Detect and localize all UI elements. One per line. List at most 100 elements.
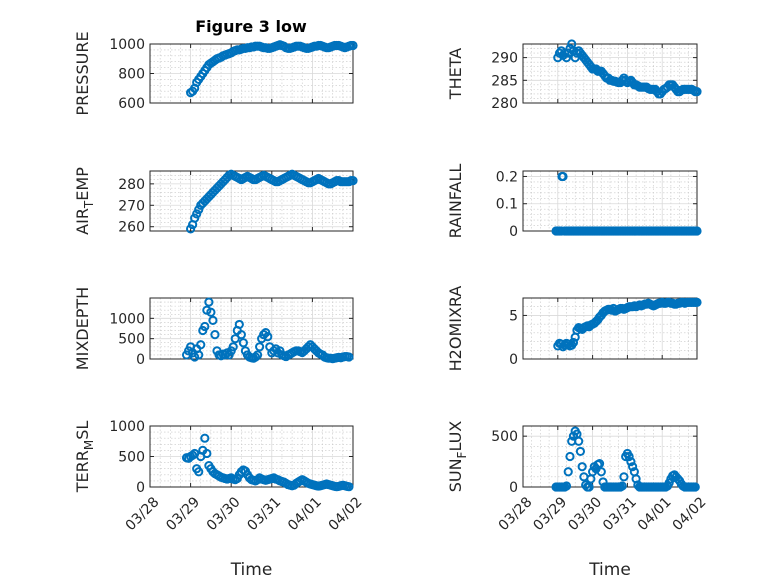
- data-point: [194, 467, 204, 477]
- data-point: [200, 321, 210, 332]
- data-point: [194, 350, 204, 360]
- y-tick-label: 500: [118, 332, 145, 348]
- x-axis-label: Time: [588, 560, 631, 580]
- data-point: [210, 330, 220, 340]
- y-tick-label: 500: [491, 429, 518, 445]
- data-point: [619, 472, 629, 482]
- x-tick-label: 03/31: [600, 494, 640, 534]
- y-tick-label: 1000: [109, 37, 145, 53]
- data-point: [574, 436, 584, 446]
- y-label-subscript: T: [82, 200, 96, 209]
- data-point: [563, 467, 573, 477]
- data-point: [626, 456, 636, 467]
- y-label-tail: EMP: [73, 167, 92, 201]
- data-point: [692, 226, 702, 236]
- data-point: [577, 462, 587, 472]
- x-tick-label: 04/01: [285, 494, 325, 534]
- y-tick-label: 0.1: [496, 197, 518, 213]
- data-point: [690, 482, 700, 492]
- y-tick-label: 0: [509, 224, 518, 240]
- data-point: [252, 350, 263, 360]
- axes-box: [522, 170, 698, 232]
- axes-border: [149, 170, 354, 232]
- y-tick-label: 1000: [109, 311, 145, 327]
- y-tick-label: 280: [491, 96, 518, 112]
- y-axis-label: TERRMSL: [73, 421, 96, 494]
- data-point: [208, 315, 218, 325]
- y-label-subscript: M: [82, 440, 96, 450]
- series-markers: [181, 433, 354, 492]
- data-point: [188, 450, 198, 460]
- data-point: [594, 459, 605, 469]
- data-point: [344, 482, 354, 492]
- y-label-main: MIXDEPTH: [73, 287, 92, 370]
- data-point: [584, 482, 594, 492]
- y-label-tail: LUX: [446, 421, 465, 452]
- x-axis-label: Time: [230, 560, 273, 580]
- x-tick-label: 03/29: [530, 494, 570, 534]
- y-tick-label: 0: [136, 480, 145, 496]
- data-point: [348, 40, 358, 51]
- data-point: [558, 171, 568, 182]
- y-tick-label: 500: [118, 450, 145, 466]
- y-axis-label: THETA: [446, 48, 465, 100]
- x-tick-label: 03/30: [204, 494, 244, 534]
- axes-border: [522, 43, 698, 104]
- series-markers: [553, 39, 702, 99]
- axes-box: [149, 297, 354, 360]
- y-tick-label: 0.2: [496, 169, 518, 185]
- y-label-main: AIR: [73, 208, 92, 235]
- y-tick-label: 280: [118, 177, 145, 193]
- figure-title: Figure 3 low: [195, 17, 307, 36]
- data-point: [234, 319, 244, 330]
- data-point: [561, 481, 572, 491]
- y-axis-label: H2OMIXRA: [446, 286, 465, 372]
- series-markers: [181, 297, 354, 364]
- series-markers: [551, 426, 700, 492]
- data-point: [560, 48, 570, 58]
- data-point: [596, 467, 606, 477]
- data-point: [204, 297, 214, 307]
- data-point: [230, 334, 240, 344]
- subplot-h2omixra: 0 5 H2OMIXRA: [446, 286, 702, 372]
- data-point: [568, 337, 579, 348]
- subplot-theta: 280 285 290 THETA: [446, 39, 702, 112]
- data-point: [228, 342, 238, 352]
- y-axis-label: PRESSURE: [73, 31, 92, 115]
- data-point: [348, 176, 358, 186]
- y-tick-label: 600: [118, 96, 145, 112]
- series-markers: [186, 40, 358, 98]
- y-tick-label: 260: [118, 220, 145, 236]
- y-label-tail: SL: [73, 421, 92, 440]
- data-point: [575, 446, 586, 457]
- x-tick-label: 03/29: [163, 494, 203, 534]
- x-tick-label: 04/01: [635, 494, 675, 534]
- data-point: [206, 307, 216, 317]
- y-tick-label: 270: [118, 198, 145, 214]
- x-tick-label: 03/28: [496, 494, 536, 534]
- axes-layer: 600 800 1000 PRESSURE 280 285 290 THETA 260 270 28…: [73, 31, 709, 580]
- y-tick-label: 5: [509, 308, 518, 324]
- x-tick-label: 04/02: [670, 494, 710, 534]
- data-point: [624, 451, 634, 462]
- data-point: [344, 352, 354, 362]
- y-tick-label: 0: [509, 352, 518, 368]
- y-label-main: TERR: [73, 450, 92, 493]
- x-tick-label: 03/30: [565, 494, 605, 534]
- y-tick-label: 800: [118, 67, 145, 83]
- x-tick-label: 03/31: [244, 494, 284, 534]
- y-tick-label: 0: [136, 352, 145, 368]
- series-markers: [553, 297, 702, 352]
- y-label-main: PRESSURE: [73, 31, 92, 115]
- data-point: [250, 352, 261, 362]
- subplot-pressure: 600 800 1000 PRESSURE: [73, 31, 358, 116]
- y-axis-label: MIXDEPTH: [73, 287, 92, 370]
- y-axis-label: SUNFLUX: [446, 421, 469, 493]
- data-point: [561, 53, 572, 63]
- y-axis-label: AIRTEMP: [73, 167, 96, 235]
- axes-border: [522, 297, 698, 360]
- data-point: [692, 297, 702, 307]
